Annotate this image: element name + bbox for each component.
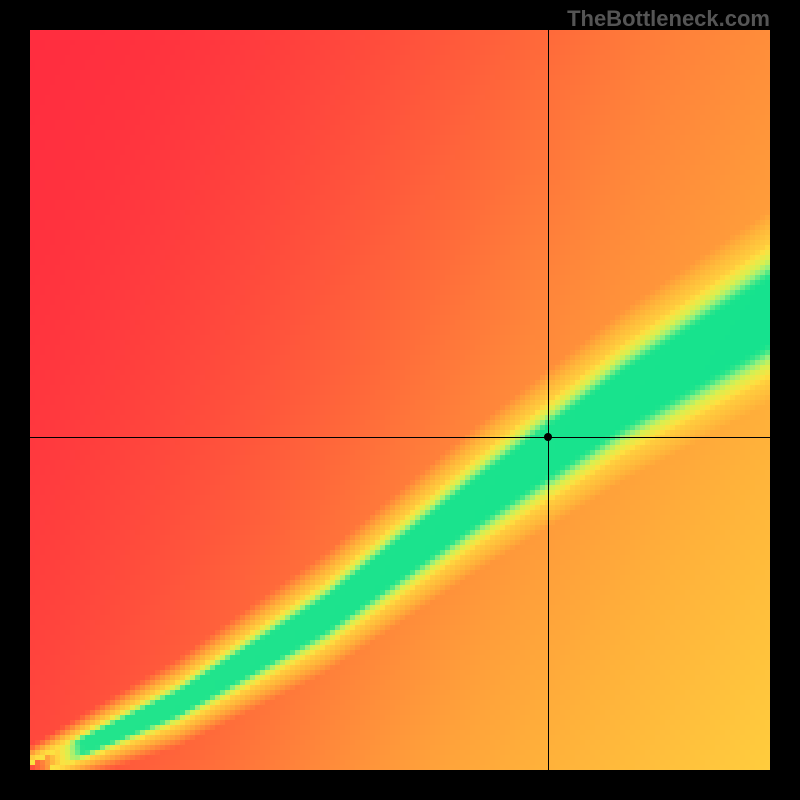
watermark-text: TheBottleneck.com <box>567 6 770 32</box>
chart-frame: TheBottleneck.com <box>0 0 800 800</box>
crosshair-horizontal <box>30 437 770 438</box>
heatmap-canvas <box>30 30 770 770</box>
crosshair-marker <box>544 433 552 441</box>
plot-area <box>30 30 770 770</box>
crosshair-vertical <box>548 30 549 770</box>
